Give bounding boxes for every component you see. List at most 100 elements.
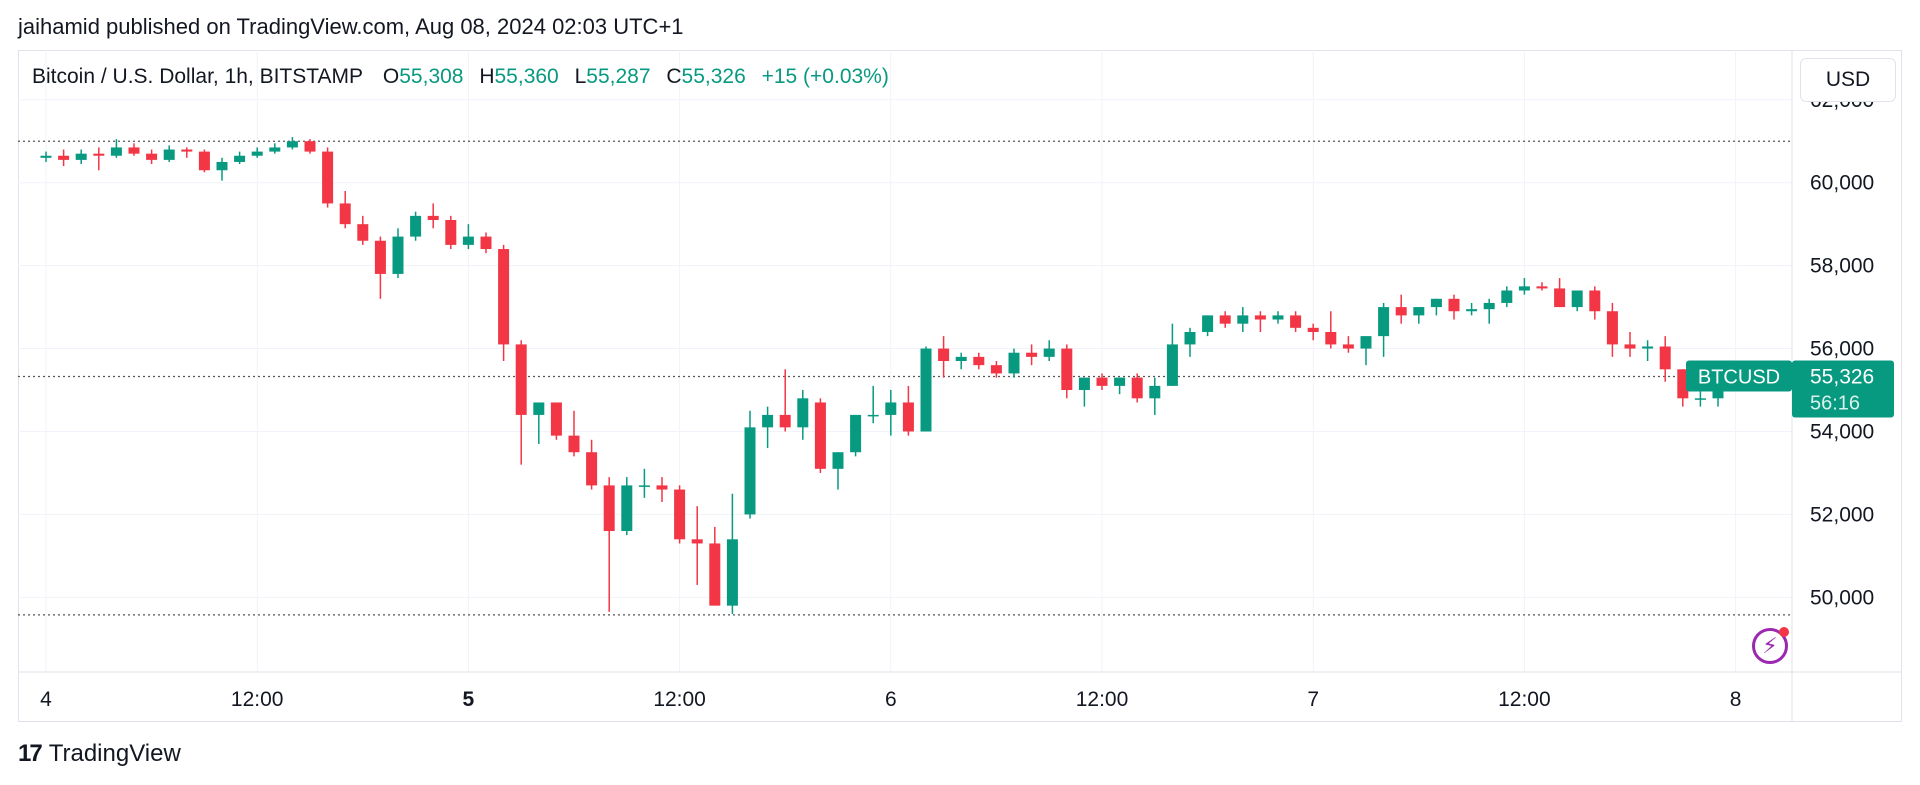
candle[interactable] (269, 143, 281, 154)
candle[interactable] (40, 151, 52, 162)
candle[interactable] (691, 506, 703, 585)
candle[interactable] (480, 232, 492, 254)
candle[interactable] (779, 369, 791, 432)
candle[interactable] (1202, 315, 1214, 337)
candle[interactable] (1677, 369, 1689, 407)
currency-button[interactable]: USD (1800, 58, 1896, 102)
candle[interactable] (146, 149, 158, 165)
candle[interactable] (357, 215, 369, 245)
candle[interactable] (656, 477, 668, 502)
candle[interactable] (762, 406, 774, 449)
footer-logo[interactable]: 17 TradingView (18, 740, 181, 768)
candle[interactable] (198, 149, 210, 173)
candle-body (1254, 315, 1266, 320)
candle[interactable] (1290, 311, 1302, 332)
price-tick-label: 60,000 (1810, 172, 1874, 195)
candle[interactable] (181, 147, 193, 158)
candle[interactable] (990, 361, 1002, 378)
candle[interactable] (515, 340, 527, 465)
candle[interactable] (674, 485, 686, 544)
candle[interactable] (726, 493, 738, 614)
candle[interactable] (885, 390, 897, 436)
candle[interactable] (568, 410, 580, 457)
candle[interactable] (1184, 327, 1196, 357)
candle[interactable] (251, 147, 263, 158)
candle[interactable] (1642, 340, 1654, 361)
candle[interactable] (1237, 307, 1249, 332)
candle[interactable] (286, 137, 298, 150)
candle[interactable] (1149, 377, 1161, 415)
candle[interactable] (938, 336, 950, 378)
candle[interactable] (1096, 373, 1108, 391)
candle[interactable] (814, 398, 826, 473)
candle[interactable] (955, 352, 967, 370)
candle[interactable] (1624, 331, 1636, 357)
candle[interactable] (603, 477, 615, 612)
candle[interactable] (1061, 344, 1073, 399)
candle[interactable] (339, 190, 351, 229)
candle[interactable] (1554, 278, 1566, 308)
candle[interactable] (1448, 294, 1460, 320)
candle[interactable] (1307, 323, 1319, 341)
candle[interactable] (1466, 302, 1478, 316)
candle[interactable] (709, 526, 721, 606)
candle[interactable] (638, 468, 650, 498)
candle[interactable] (304, 139, 316, 154)
candle[interactable] (128, 143, 140, 156)
candle[interactable] (1606, 302, 1618, 357)
candle[interactable] (920, 346, 932, 432)
candle[interactable] (1413, 307, 1425, 324)
candle[interactable] (498, 244, 510, 361)
candle[interactable] (392, 228, 404, 279)
candle[interactable] (621, 477, 633, 536)
candle[interactable] (1536, 282, 1548, 291)
candle[interactable] (533, 402, 545, 444)
candle[interactable] (1325, 311, 1337, 349)
candle[interactable] (1272, 311, 1284, 324)
candle[interactable] (832, 452, 844, 490)
candle[interactable] (1008, 348, 1020, 378)
candle[interactable] (322, 147, 334, 208)
candle[interactable] (1114, 377, 1126, 395)
candle[interactable] (216, 157, 228, 181)
candle[interactable] (1254, 311, 1266, 332)
candle[interactable] (1589, 286, 1601, 320)
candle[interactable] (58, 149, 70, 167)
candle[interactable] (374, 236, 386, 299)
candle[interactable] (93, 147, 105, 171)
candle[interactable] (1078, 377, 1090, 407)
candle[interactable] (902, 385, 914, 436)
candle[interactable] (1378, 302, 1390, 357)
candle[interactable] (1166, 323, 1178, 386)
lightning-bolt-icon[interactable]: ⚡ (1752, 627, 1789, 664)
candle[interactable] (427, 203, 439, 229)
candle[interactable] (1518, 278, 1530, 295)
candle[interactable] (462, 224, 474, 250)
candle[interactable] (586, 439, 598, 490)
candle[interactable] (550, 402, 562, 440)
candle[interactable] (1483, 298, 1495, 324)
candle[interactable] (973, 352, 985, 370)
candle[interactable] (797, 390, 809, 440)
candle[interactable] (1043, 340, 1055, 361)
candle[interactable] (1430, 298, 1442, 316)
candle[interactable] (1026, 344, 1038, 366)
candle[interactable] (110, 139, 122, 158)
candle[interactable] (410, 211, 422, 241)
candle[interactable] (1360, 336, 1372, 366)
candle[interactable] (1501, 286, 1513, 308)
candle[interactable] (1395, 294, 1407, 324)
candle[interactable] (744, 410, 756, 519)
candle[interactable] (234, 151, 246, 165)
candle[interactable] (867, 385, 879, 424)
candle[interactable] (850, 414, 862, 457)
candle[interactable] (1219, 311, 1231, 328)
candle[interactable] (1342, 336, 1354, 353)
candle[interactable] (1659, 336, 1671, 382)
candle[interactable] (1571, 290, 1583, 312)
candle[interactable] (445, 215, 457, 250)
candle[interactable] (163, 145, 175, 162)
candle[interactable] (75, 149, 87, 165)
candle[interactable] (1131, 373, 1143, 403)
